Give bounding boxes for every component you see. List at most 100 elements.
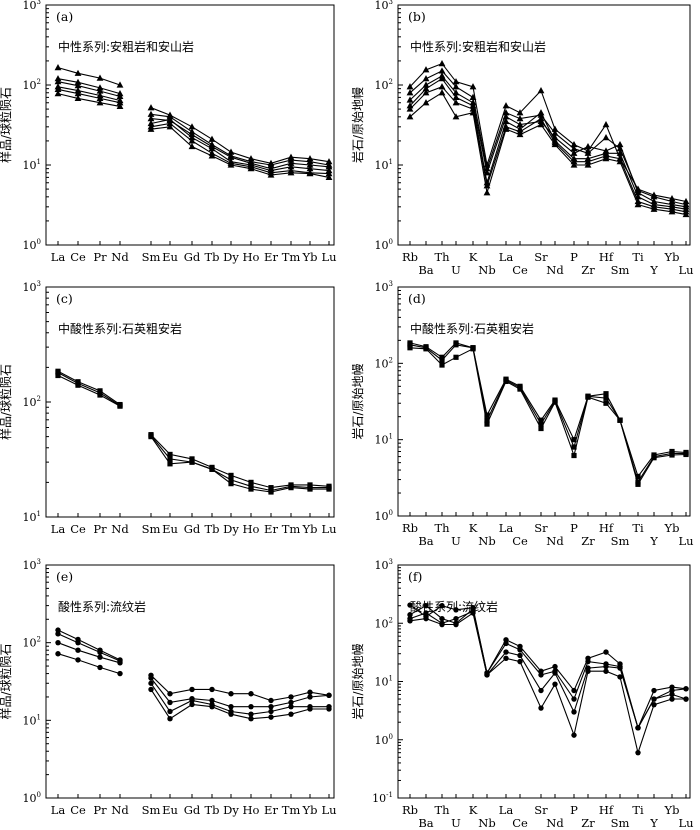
data-point <box>54 90 62 97</box>
x-tick-label: Tb <box>204 803 219 817</box>
series-line <box>57 370 121 406</box>
panel-e: 100 101 102 103 La Ce Pr Nd Sm Eu Gd Tb Dy Ho Er Tm Yb Lu… <box>0 558 337 817</box>
x-tick-label: Sr <box>534 521 548 535</box>
data-point <box>552 681 558 687</box>
x-tick-label: Nb <box>478 534 495 548</box>
series-5 <box>406 83 690 215</box>
data-point <box>97 654 103 660</box>
data-point <box>147 119 155 127</box>
series-line <box>57 372 121 407</box>
data-point <box>248 715 254 722</box>
y-tick-label: 101 <box>375 158 393 172</box>
data-point <box>439 354 445 360</box>
data-point <box>651 696 657 702</box>
series-4 <box>55 651 332 722</box>
data-point <box>147 104 155 111</box>
x-tick-label: K <box>469 250 478 264</box>
data-point <box>438 89 446 96</box>
x-tick-label: Yb <box>664 250 680 264</box>
data-point <box>469 93 477 100</box>
data-point <box>117 403 123 409</box>
x-tick-label: Tm <box>282 522 301 536</box>
data-point <box>287 159 295 166</box>
x-tick-label: Gd <box>184 803 201 817</box>
x-tick-label: Tm <box>282 250 301 264</box>
x-tick-label: Ti <box>632 521 644 535</box>
y-tick-label: 102 <box>375 78 393 92</box>
data-point <box>538 705 544 711</box>
data-point <box>96 87 104 94</box>
data-point <box>469 102 477 109</box>
x-tick-label: Ba <box>418 534 433 548</box>
x-tick-label: Yb <box>302 250 318 264</box>
data-point <box>551 140 559 148</box>
x-tick-label: Yb <box>664 803 680 817</box>
data-point <box>167 715 173 722</box>
x-tick-label: Ce <box>70 250 86 264</box>
data-point <box>117 670 123 677</box>
x-tick-label: Yb <box>302 803 318 817</box>
data-point <box>406 83 414 90</box>
series-line <box>57 86 121 102</box>
data-point <box>538 425 544 432</box>
x-tick-label: Er <box>264 250 278 264</box>
x-tick-label: La <box>51 522 66 536</box>
panel-label: (b) <box>408 9 426 24</box>
data-point <box>189 701 195 708</box>
data-point <box>96 99 104 106</box>
data-point <box>617 674 623 680</box>
data-point <box>538 421 544 427</box>
data-point <box>148 686 154 693</box>
data-point <box>422 99 430 106</box>
data-point <box>406 96 414 103</box>
y-tick-label: 103 <box>23 280 41 294</box>
plot-frame <box>45 564 335 799</box>
series-line <box>57 81 121 97</box>
data-point <box>288 485 294 491</box>
y-tick-label: 103 <box>375 280 393 294</box>
panel-title: 酸性系列:流纹岩 <box>410 599 498 614</box>
data-point <box>452 93 460 100</box>
data-point <box>502 113 510 120</box>
data-point <box>248 483 254 489</box>
x-tick-label: La <box>51 803 66 817</box>
data-point <box>288 711 294 717</box>
x-tick-label: K <box>469 803 478 817</box>
x-tick-label: Tb <box>204 250 219 264</box>
data-point <box>167 691 173 697</box>
series-line <box>409 92 687 216</box>
x-tick-label: P <box>570 521 578 535</box>
data-point <box>117 660 123 666</box>
x-tick-label: Sm <box>142 803 161 817</box>
series-3 <box>407 345 689 487</box>
y-tick-label: 100 <box>375 238 393 252</box>
data-point <box>635 481 641 487</box>
data-point <box>326 692 332 699</box>
series-2 <box>55 631 332 710</box>
data-point <box>97 649 103 656</box>
x-tick-label: Sm <box>142 250 161 264</box>
data-point <box>452 78 460 85</box>
data-point <box>484 417 490 423</box>
series-line <box>409 75 687 208</box>
data-point <box>209 686 215 693</box>
x-tick-label: Pr <box>93 803 107 817</box>
data-point <box>288 699 294 706</box>
y-tick-label: 101 <box>23 158 41 172</box>
data-point <box>116 102 124 110</box>
data-point <box>147 115 155 122</box>
data-point <box>484 421 490 427</box>
series-line <box>150 674 330 702</box>
data-point <box>453 621 459 628</box>
data-point <box>616 149 624 156</box>
x-tick-label: Lu <box>678 816 693 830</box>
data-point <box>537 120 545 128</box>
series-3 <box>407 608 689 731</box>
data-point <box>470 610 476 616</box>
x-tick-label: La <box>499 803 514 817</box>
x-tick-label: Eu <box>162 250 178 264</box>
y-tick-label: 101 <box>23 510 41 524</box>
x-tick-label: Y <box>649 534 658 548</box>
data-point <box>325 173 333 180</box>
